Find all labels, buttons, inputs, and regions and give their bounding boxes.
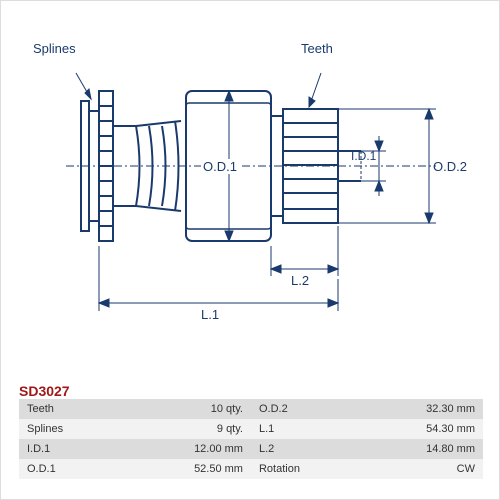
table-row: O.D.152.50 mmRotationCW	[19, 459, 483, 479]
spec-label: O.D.2	[251, 399, 344, 419]
technical-drawing: Splines Teeth O.D.1 I.D.1 O.D.2 L.2 L.1	[41, 31, 461, 331]
spec-value: 14.80 mm	[344, 439, 483, 459]
spec-label: O.D.1	[19, 459, 112, 479]
table-row: Teeth10 qty.O.D.232.30 mm	[19, 399, 483, 419]
spec-label: Rotation	[251, 459, 344, 479]
table-row: I.D.112.00 mmL.214.80 mm	[19, 439, 483, 459]
spec-label: Splines	[19, 419, 112, 439]
spec-value: 32.30 mm	[344, 399, 483, 419]
spec-label: L.2	[251, 439, 344, 459]
spec-label: L.1	[251, 419, 344, 439]
spec-table: Teeth10 qty.O.D.232.30 mmSplines9 qty.L.…	[19, 399, 483, 479]
id1-label: I.D.1	[351, 149, 376, 163]
spec-value: 52.50 mm	[112, 459, 251, 479]
spec-value: 54.30 mm	[344, 419, 483, 439]
teeth-label: Teeth	[301, 41, 333, 56]
spec-label: I.D.1	[19, 439, 112, 459]
spec-value: CW	[344, 459, 483, 479]
od2-label: O.D.2	[433, 159, 467, 174]
part-code: SD3027	[19, 383, 70, 399]
spec-value: 9 qty.	[112, 419, 251, 439]
spec-value: 12.00 mm	[112, 439, 251, 459]
l2-label: L.2	[291, 273, 309, 288]
splines-label: Splines	[33, 41, 76, 56]
l1-label: L.1	[201, 307, 219, 322]
od1-label: O.D.1	[201, 159, 239, 174]
spec-label: Teeth	[19, 399, 112, 419]
table-row: Splines9 qty.L.154.30 mm	[19, 419, 483, 439]
spec-value: 10 qty.	[112, 399, 251, 419]
